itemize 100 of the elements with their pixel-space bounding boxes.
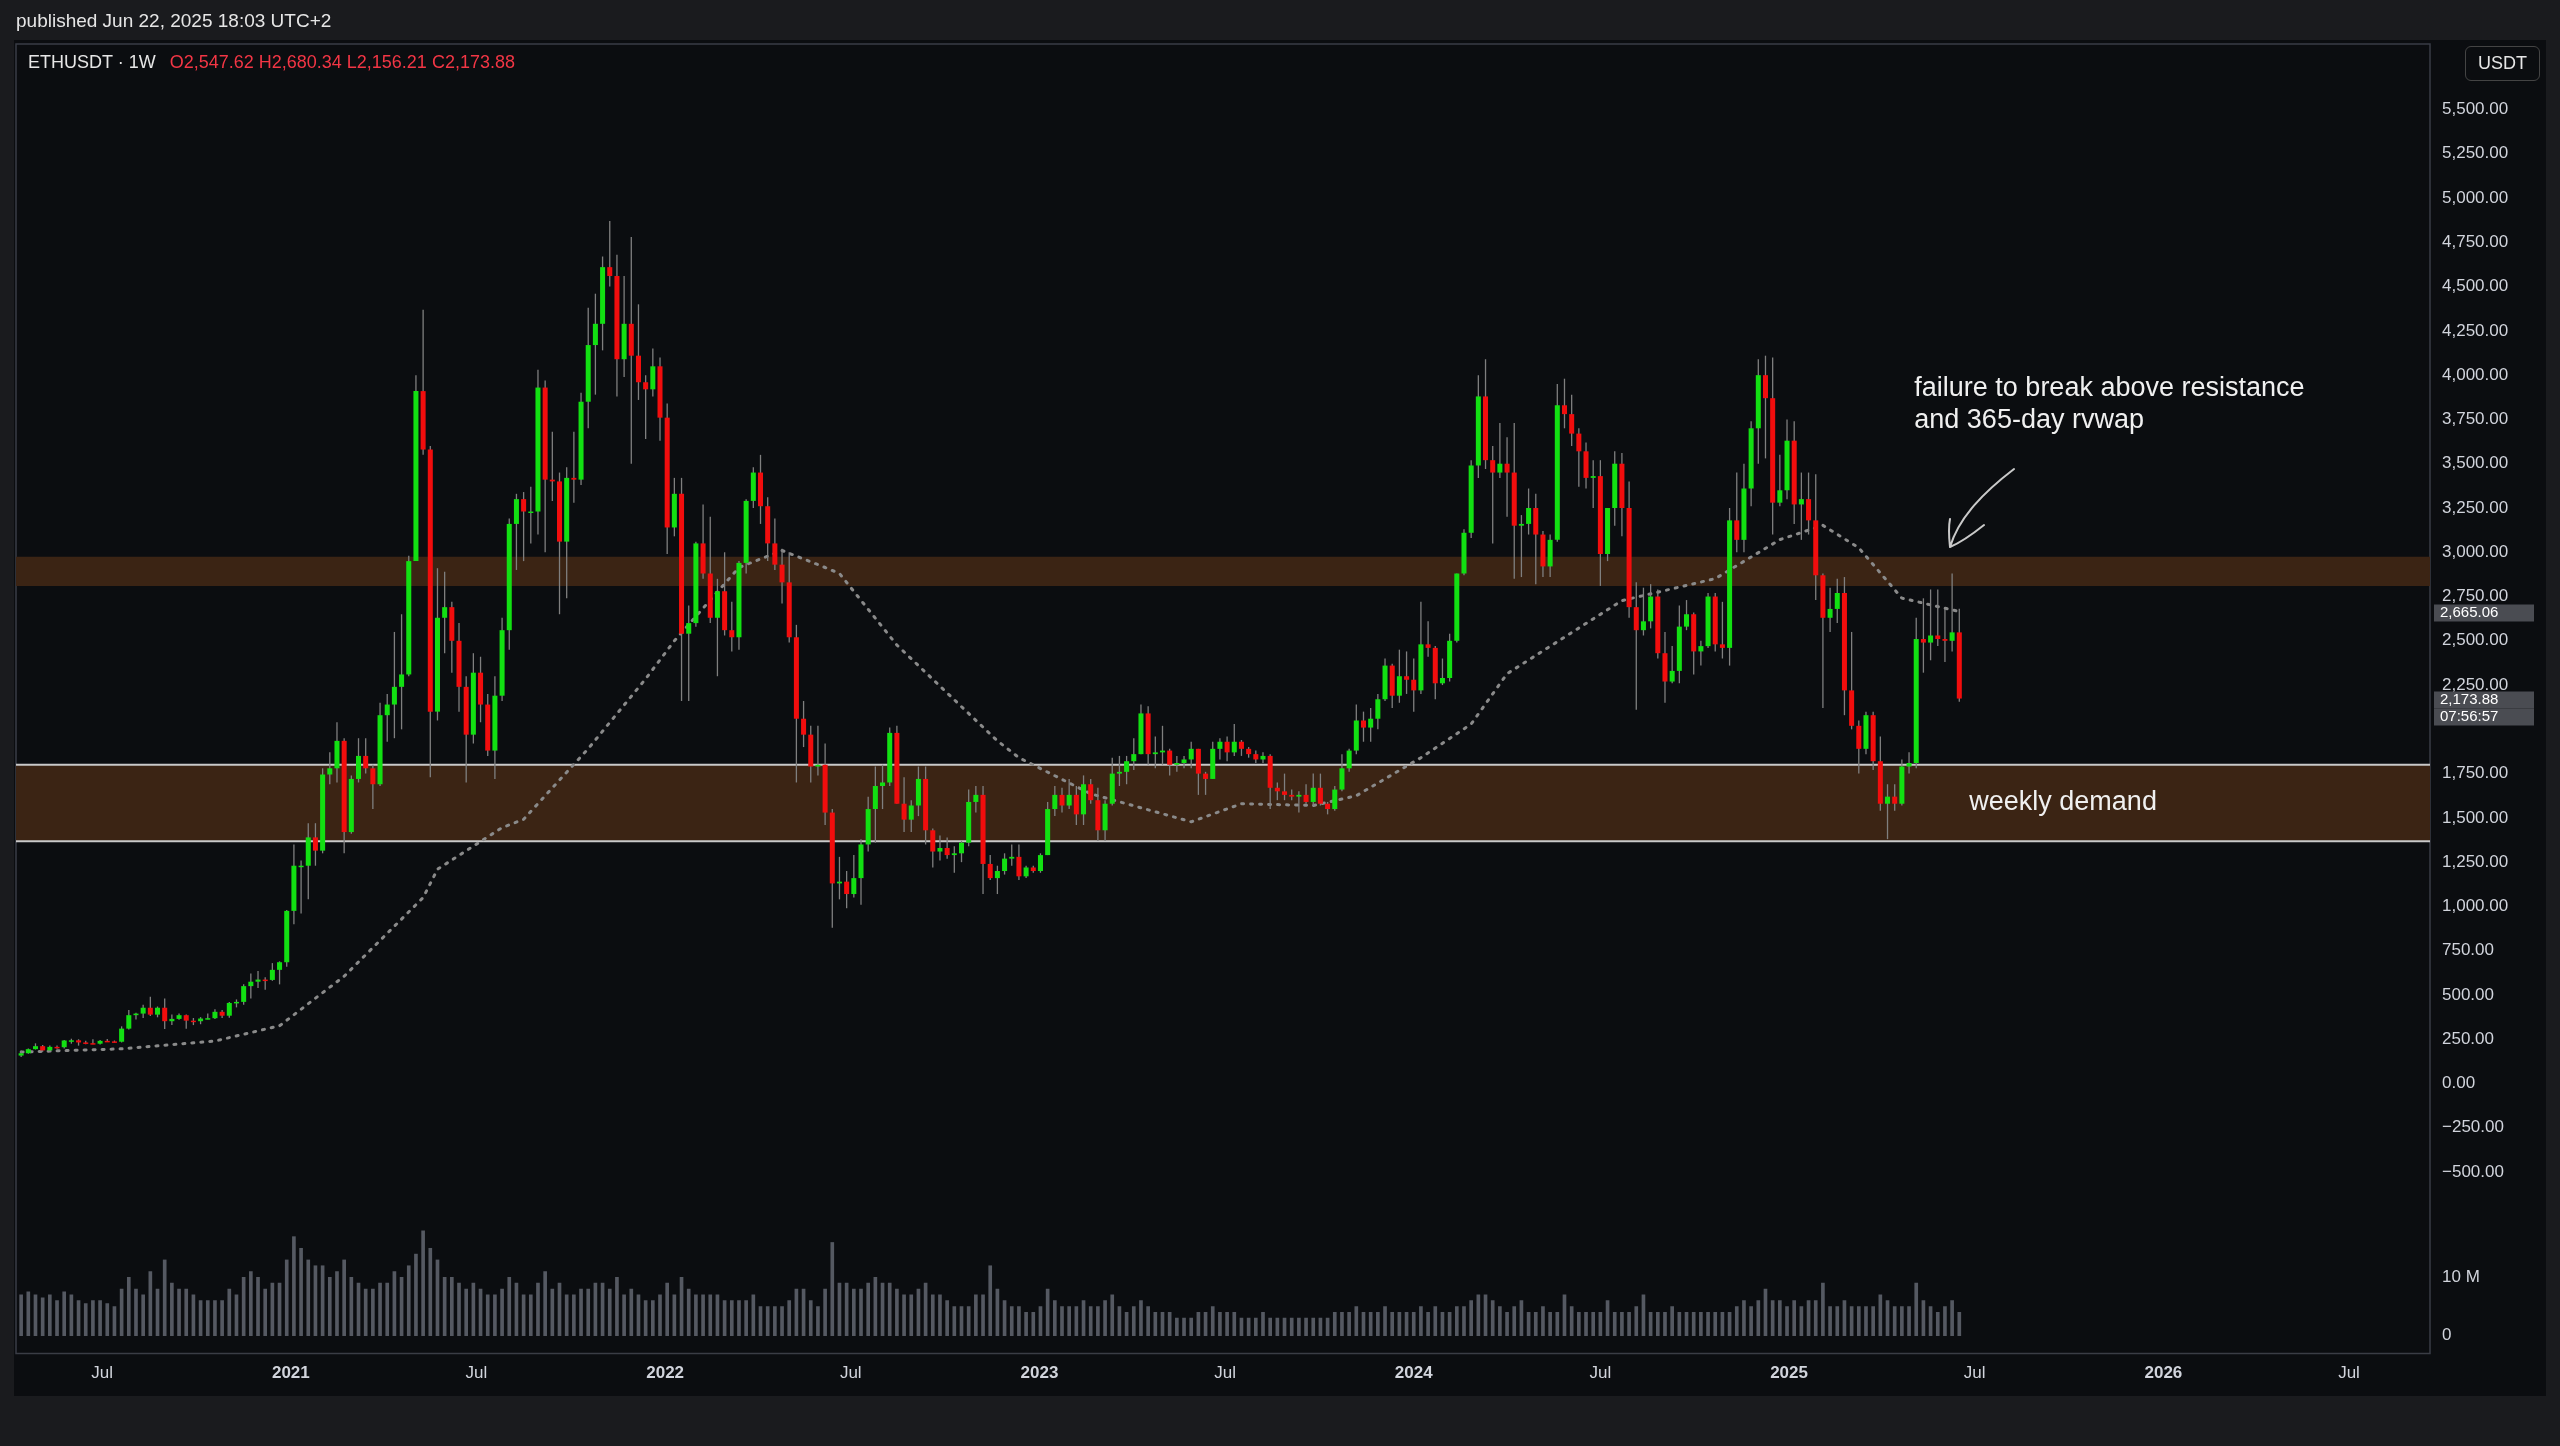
candlestick [1490, 445, 1496, 545]
candlestick [1260, 751, 1266, 764]
bar [500, 1288, 504, 1336]
bar [622, 1294, 626, 1336]
candlestick [987, 854, 993, 881]
candlestick [1949, 572, 1955, 653]
candlestick [1411, 657, 1417, 713]
bar [1663, 1311, 1667, 1336]
candlestick [384, 693, 390, 743]
candlestick [815, 725, 821, 777]
bar [1813, 1300, 1818, 1336]
bar [902, 1294, 906, 1336]
bar [658, 1294, 662, 1336]
candlestick [90, 1038, 96, 1045]
candlestick [901, 776, 907, 833]
bar [134, 1288, 138, 1336]
bar [1828, 1306, 1832, 1336]
bar [105, 1303, 110, 1336]
bar [1785, 1306, 1789, 1336]
bar [1103, 1300, 1107, 1336]
candlestick [1368, 707, 1374, 743]
y-tick-label: 4,250.00 [2442, 320, 2509, 340]
candlestick [1339, 753, 1345, 792]
y-tick-label: 250.00 [2442, 1028, 2494, 1048]
candlestick [370, 764, 376, 810]
y-tick-label: 4,750.00 [2442, 232, 2509, 252]
bar [729, 1300, 734, 1336]
candlestick [1569, 393, 1575, 447]
y-tick-label: 750.00 [2442, 940, 2494, 960]
bar [1167, 1311, 1172, 1336]
bar [816, 1306, 820, 1336]
bar [1232, 1311, 1237, 1336]
candlestick [126, 1009, 132, 1031]
bar [1734, 1306, 1739, 1336]
bar [371, 1288, 375, 1336]
candlestick [1633, 581, 1639, 711]
y-tick-label: 2,750.00 [2442, 586, 2509, 606]
bar [1067, 1306, 1072, 1336]
bar [823, 1288, 827, 1336]
bar [988, 1265, 993, 1336]
bar [1454, 1306, 1459, 1336]
bar [1354, 1306, 1359, 1336]
candlestick [1698, 640, 1704, 667]
y-tick-label: 1,500.00 [2442, 807, 2509, 827]
y-tick-label: 3,000.00 [2442, 541, 2509, 561]
candlestick [147, 996, 153, 1017]
bar [126, 1277, 131, 1336]
bar [808, 1300, 813, 1336]
bar [1031, 1311, 1036, 1336]
bar [220, 1300, 224, 1336]
x-tick-label: 2021 [271, 1363, 310, 1383]
candlestick [1518, 514, 1524, 578]
bar [1871, 1306, 1875, 1336]
bar [665, 1282, 670, 1336]
candlestick [391, 631, 397, 739]
bar [1469, 1300, 1473, 1336]
bar [385, 1282, 390, 1336]
candlestick [844, 870, 850, 909]
bar [1577, 1311, 1581, 1336]
bar [708, 1294, 713, 1336]
bar [938, 1294, 942, 1336]
candlestick [1777, 454, 1783, 507]
chart-subtitle: ETHUSDT · 1W [28, 52, 156, 72]
candlestick [994, 865, 1000, 895]
candlestick [1088, 778, 1094, 805]
bar [780, 1306, 784, 1336]
bar [213, 1300, 217, 1336]
candlestick [1037, 852, 1043, 874]
bar [299, 1247, 303, 1336]
candlestick [277, 960, 283, 986]
candlestick [1124, 755, 1130, 785]
bar [1131, 1306, 1136, 1336]
bar [414, 1253, 418, 1336]
bar [1268, 1317, 1272, 1336]
candlestick [1762, 355, 1768, 460]
bar [327, 1277, 332, 1336]
y-tick-label: 5,250.00 [2442, 143, 2509, 163]
bar [335, 1271, 339, 1336]
bar [1297, 1317, 1301, 1336]
candlestick [162, 997, 168, 1030]
bar [1462, 1306, 1466, 1336]
x-tick-label: Jul [839, 1363, 862, 1383]
bar [851, 1288, 856, 1336]
bar [945, 1300, 949, 1336]
bar [1368, 1311, 1373, 1336]
candlestick [1719, 601, 1725, 660]
candlestick [1073, 785, 1079, 826]
bar [1304, 1317, 1308, 1336]
x-tick-label: 2024 [1394, 1363, 1434, 1383]
bar [256, 1277, 260, 1336]
y-tick-label: 5,000.00 [2442, 187, 2509, 207]
bar [586, 1288, 591, 1336]
candlestick [1167, 748, 1173, 777]
bar [543, 1271, 547, 1336]
bar [363, 1288, 368, 1336]
bar [615, 1277, 619, 1336]
candlestick [356, 737, 362, 784]
candlestick [1526, 487, 1532, 536]
chart-title: published Jun 22, 2025 18:03 UTC+2 [16, 10, 332, 32]
candlestick [248, 972, 254, 1000]
